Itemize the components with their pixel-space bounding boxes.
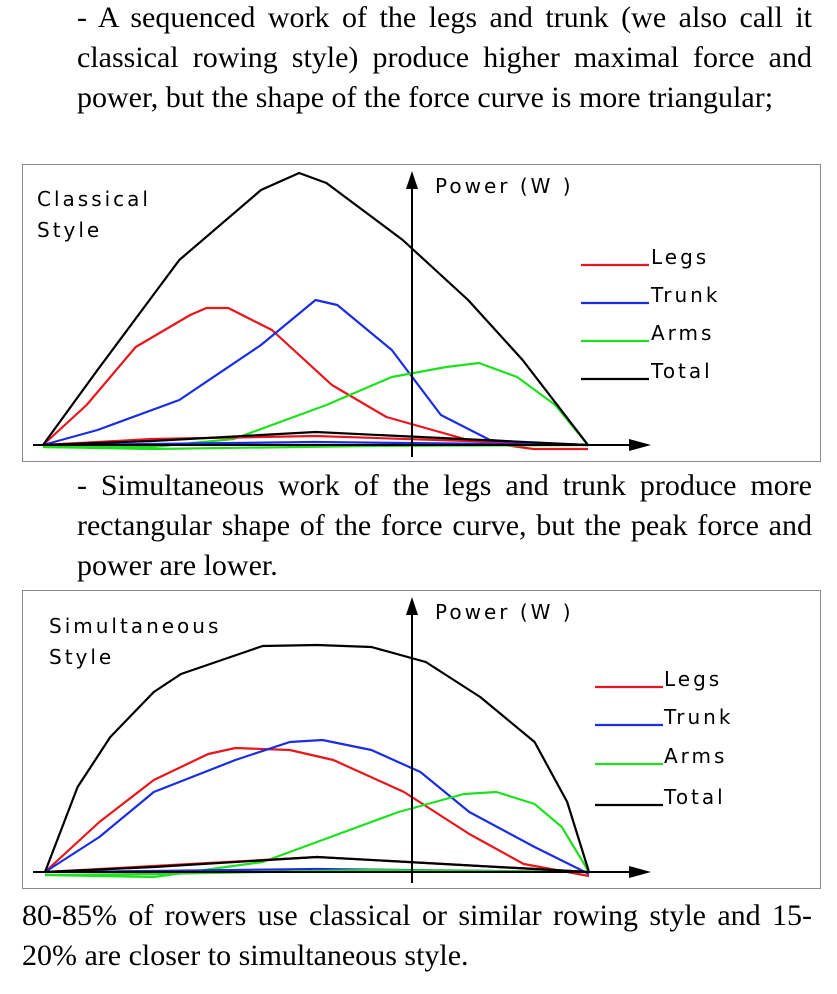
paragraph-simultaneous: - Simultaneous work of the legs and trun… bbox=[77, 466, 812, 586]
series-line-arms bbox=[44, 790, 590, 879]
legend-label-total: Total bbox=[663, 785, 726, 809]
simultaneous-style-plot: Simultaneous Style Power (W ) Legs Trunk Arms… bbox=[33, 597, 733, 883]
paragraph-simultaneous-text: - Simultaneous work of the legs and trun… bbox=[77, 469, 812, 582]
simultaneous-style-chart: Simultaneous Style Power (W ) Legs Trunk Arms… bbox=[22, 590, 821, 889]
legend-label-trunk: Trunk bbox=[663, 705, 733, 729]
paragraph-classical-text: - A sequenced work of the legs and trunk… bbox=[77, 1, 812, 114]
classical-style-plot: Classical Style Power (W ) Legs Trunk Arms Tot… bbox=[33, 171, 720, 457]
series-line-arms bbox=[43, 361, 589, 449]
chart-title-line-2: Style bbox=[37, 218, 102, 242]
y-axis-label: Power (W ) bbox=[435, 174, 574, 198]
y-axis-arrow bbox=[406, 171, 418, 189]
legend-label-arms: Arms bbox=[651, 321, 714, 345]
legend-label-legs: Legs bbox=[651, 245, 709, 269]
series-line-total bbox=[43, 643, 591, 873]
x-axis-arrow bbox=[629, 866, 651, 878]
series-line-trunk bbox=[44, 738, 590, 875]
series-line-total bbox=[42, 171, 589, 446]
series-line-total-return bbox=[42, 430, 589, 447]
legend-label-arms: Arms bbox=[664, 744, 727, 768]
classical-style-chart: Classical Style Power (W ) Legs Trunk Arms Tot… bbox=[22, 164, 821, 462]
series-line-legs bbox=[44, 746, 590, 878]
x-axis-arrow bbox=[629, 439, 651, 451]
chart-title-line-1: Simultaneous bbox=[49, 614, 221, 638]
paragraph-classical: - A sequenced work of the legs and trunk… bbox=[77, 0, 812, 118]
legend-label-total: Total bbox=[650, 359, 713, 383]
chart-title-line-1: Classical bbox=[37, 187, 151, 211]
paragraph-conclusion: 80-85% of rowers use classical or simila… bbox=[22, 896, 812, 976]
paragraph-conclusion-text: 80-85% of rowers use classical or simila… bbox=[22, 899, 812, 972]
legend-label-trunk: Trunk bbox=[650, 283, 720, 307]
series-line-legs bbox=[42, 306, 588, 451]
chart-title-line-2: Style bbox=[49, 645, 114, 669]
legend-label-legs: Legs bbox=[664, 667, 722, 691]
y-axis-label: Power (W ) bbox=[435, 600, 574, 624]
series-line-total-return bbox=[44, 855, 590, 874]
y-axis-arrow bbox=[406, 597, 418, 615]
